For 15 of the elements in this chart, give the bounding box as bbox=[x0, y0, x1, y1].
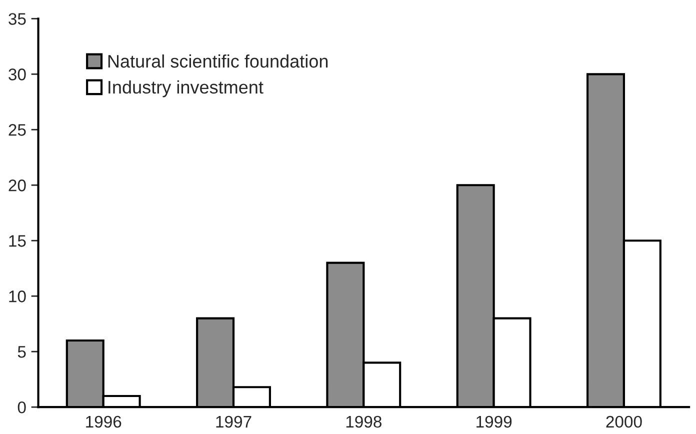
y-tick-label: 25 bbox=[8, 124, 26, 136]
x-tick-label: 1999 bbox=[476, 416, 512, 428]
y-tick-label: 35 bbox=[8, 13, 26, 25]
y-tick-label: 15 bbox=[9, 235, 26, 247]
legend-label: Natural scientific foundation bbox=[108, 54, 328, 68]
y-tick-label: 0 bbox=[18, 401, 26, 414]
x-tick-label: 1998 bbox=[346, 416, 382, 428]
x-tick-label: 1997 bbox=[216, 416, 252, 428]
y-tick-label: 30 bbox=[8, 68, 26, 80]
x-tick-label: 1996 bbox=[86, 416, 122, 428]
legend-label: Industry investment bbox=[108, 80, 264, 98]
y-tick-label: 20 bbox=[8, 180, 26, 192]
y-tick-label: 10 bbox=[9, 290, 26, 302]
x-tick-label: 2000 bbox=[606, 416, 642, 428]
y-tick-label: 5 bbox=[18, 346, 26, 358]
